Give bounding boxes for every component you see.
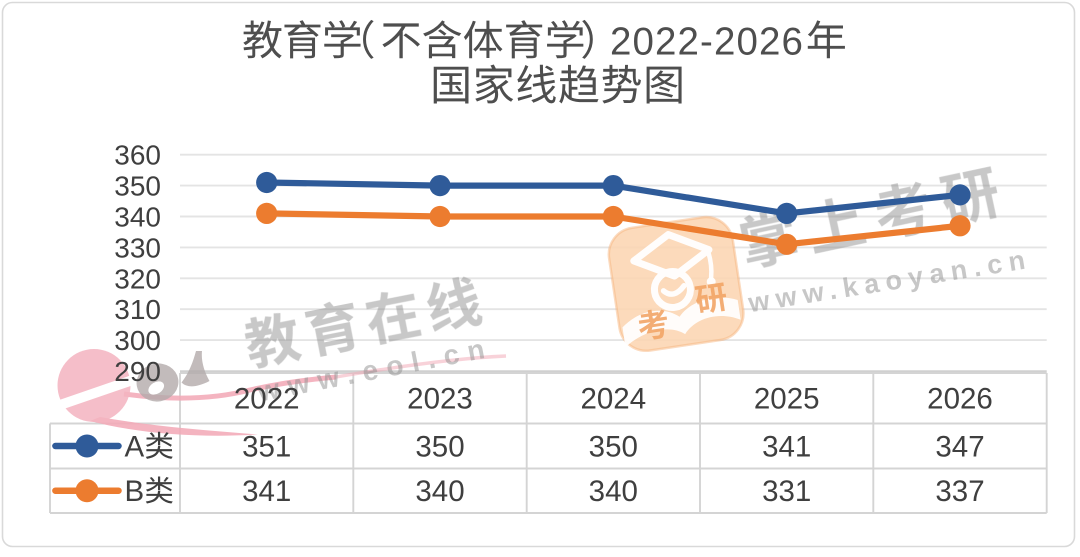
svg-text:341: 341 xyxy=(242,475,291,508)
svg-text:340: 340 xyxy=(114,202,161,233)
svg-text:2022: 2022 xyxy=(234,383,300,416)
svg-text:320: 320 xyxy=(114,263,161,294)
svg-text:330: 330 xyxy=(114,232,161,263)
svg-text:340: 340 xyxy=(589,475,638,508)
svg-text:A: A xyxy=(125,431,145,464)
svg-text:B: B xyxy=(125,475,145,508)
svg-text:2026: 2026 xyxy=(927,383,993,416)
svg-text:300: 300 xyxy=(114,325,161,356)
svg-text:350: 350 xyxy=(589,431,638,464)
svg-text:347: 347 xyxy=(935,431,984,464)
svg-text:340: 340 xyxy=(415,475,464,508)
svg-text:2023: 2023 xyxy=(407,383,473,416)
svg-text:2024: 2024 xyxy=(580,383,646,416)
svg-text:2022-2026: 2022-2026 xyxy=(610,20,804,63)
svg-text:360: 360 xyxy=(114,140,161,171)
svg-text:331: 331 xyxy=(762,475,811,508)
svg-text:351: 351 xyxy=(242,431,291,464)
svg-text:290: 290 xyxy=(114,356,161,387)
svg-text:350: 350 xyxy=(114,171,161,202)
svg-text:337: 337 xyxy=(935,475,984,508)
svg-text:350: 350 xyxy=(415,431,464,464)
svg-text:341: 341 xyxy=(762,431,811,464)
svg-text:310: 310 xyxy=(114,294,161,325)
svg-text:2025: 2025 xyxy=(754,383,820,416)
